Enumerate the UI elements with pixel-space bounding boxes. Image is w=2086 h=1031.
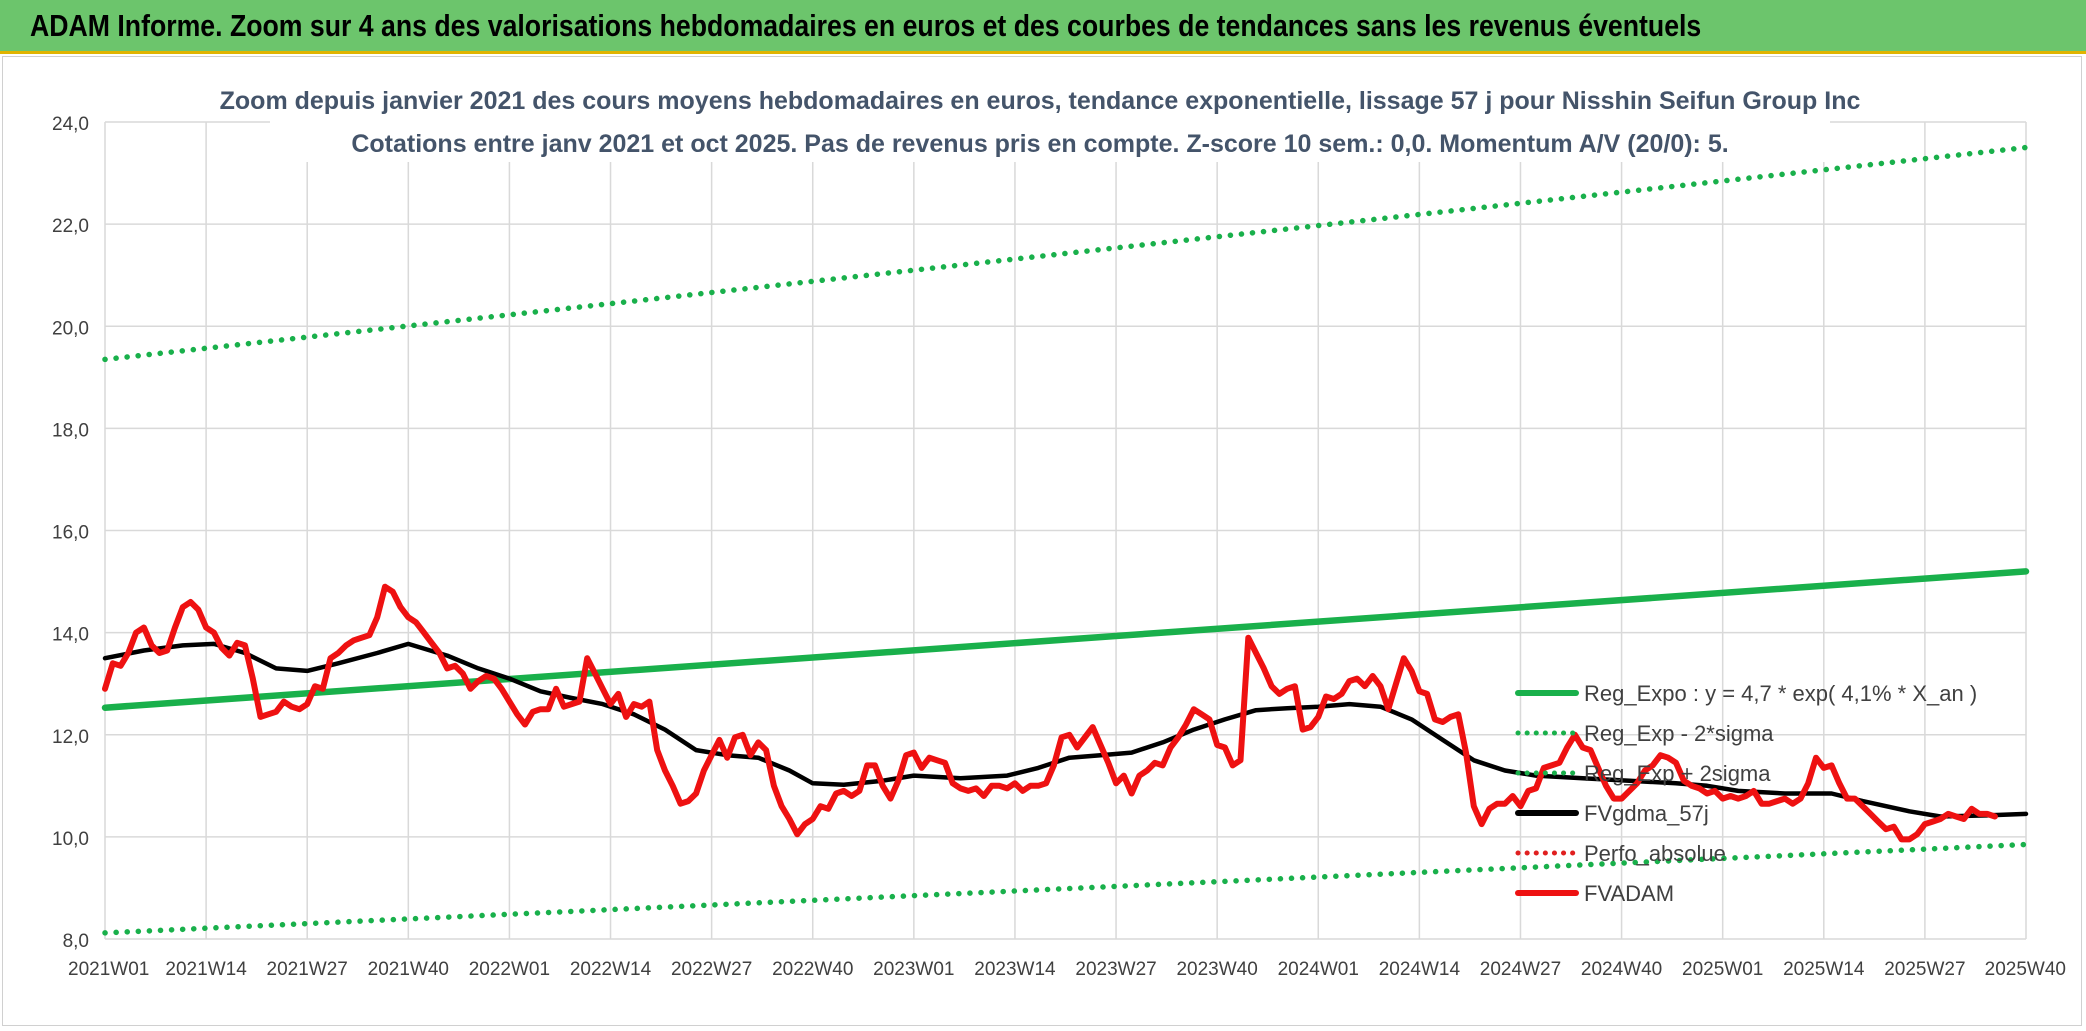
y-tick-label: 20,0 [52,318,89,339]
x-tick-label: 2025W40 [1985,959,2066,980]
x-tick-label: 2025W27 [1884,959,1965,980]
legend-label: Reg_Exp + 2sigma [1584,761,1771,786]
title-backdrop [270,112,1830,162]
x-tick-label: 2023W14 [974,959,1056,980]
y-tick-label: 10,0 [52,829,89,850]
chart-title: Zoom depuis janvier 2021 des cours moyen… [220,87,1861,115]
x-tick-label: 2023W27 [1075,959,1156,980]
x-tick-label: 2023W40 [1176,959,1257,980]
x-tick-label: 2025W01 [1682,959,1763,980]
chart-frame [2,56,2082,1026]
report-banner: ADAM Informe. Zoom sur 4 ans des valoris… [0,0,2086,54]
y-axis-tick-labels: 8,0 10,0 12,0 14,0 16,0 18,0 20,0 22,0 24,0 [52,114,89,952]
chart-legend: Reg_Expo : y = 4,7 * exp( 4,1% * X_an ) R… [1515,681,1977,906]
x-tick-label: 2021W27 [267,959,348,980]
y-tick-label: 12,0 [52,727,89,748]
x-tick-label: 2022W14 [570,959,652,980]
y-tick-label: 18,0 [52,420,89,441]
x-tick-label: 2024W40 [1581,959,1662,980]
legend-label: FVgdma_57j [1584,801,1709,826]
x-axis-tick-labels: 2021W01 2021W14 2021W27 2021W40 2022W01 2022W… [68,959,2066,980]
series-fvadam [102,583,1998,843]
chart-subtitle: Cotations entre janv 2021 et oct 2025. P… [351,130,1728,158]
x-tick-label: 2022W40 [772,959,853,980]
x-tick-label: 2022W27 [671,959,752,980]
series-reg-exp-2-sigma [102,841,2029,936]
legend-label: Reg_Exp - 2*sigma [1584,721,1774,746]
x-tick-label: 2024W14 [1379,959,1461,980]
gridlines [104,121,2027,940]
x-tick-label: 2024W27 [1480,959,1561,980]
y-tick-label: 16,0 [52,523,89,544]
legend-label: Reg_Expo : y = 4,7 * exp( 4,1% * X_an ) [1584,681,1977,706]
series-reg-exp-2sigma [102,144,2029,363]
y-tick-label: 24,0 [52,114,89,135]
x-tick-label: 2022W01 [469,959,550,980]
x-tick-label: 2025W14 [1783,959,1865,980]
y-tick-label: 14,0 [52,625,89,646]
series-fvgdma-57j [102,641,2029,819]
report-title: ADAM Informe. Zoom sur 4 ans des valoris… [30,8,1702,43]
y-tick-label: 22,0 [52,216,89,237]
legend-label: Perfo_absolue [1584,841,1726,866]
x-tick-label: 2024W01 [1278,959,1359,980]
legend-label: FVADAM [1584,881,1674,906]
x-tick-label: 2021W40 [368,959,449,980]
x-tick-label: 2021W14 [165,959,247,980]
x-tick-label: 2021W01 [68,959,149,980]
series-lines [101,144,2030,936]
y-tick-label: 8,0 [63,931,89,952]
series-reg-expo-y-4-7-exp-4-1-x-an [101,568,2030,711]
x-tick-label: 2023W01 [873,959,954,980]
